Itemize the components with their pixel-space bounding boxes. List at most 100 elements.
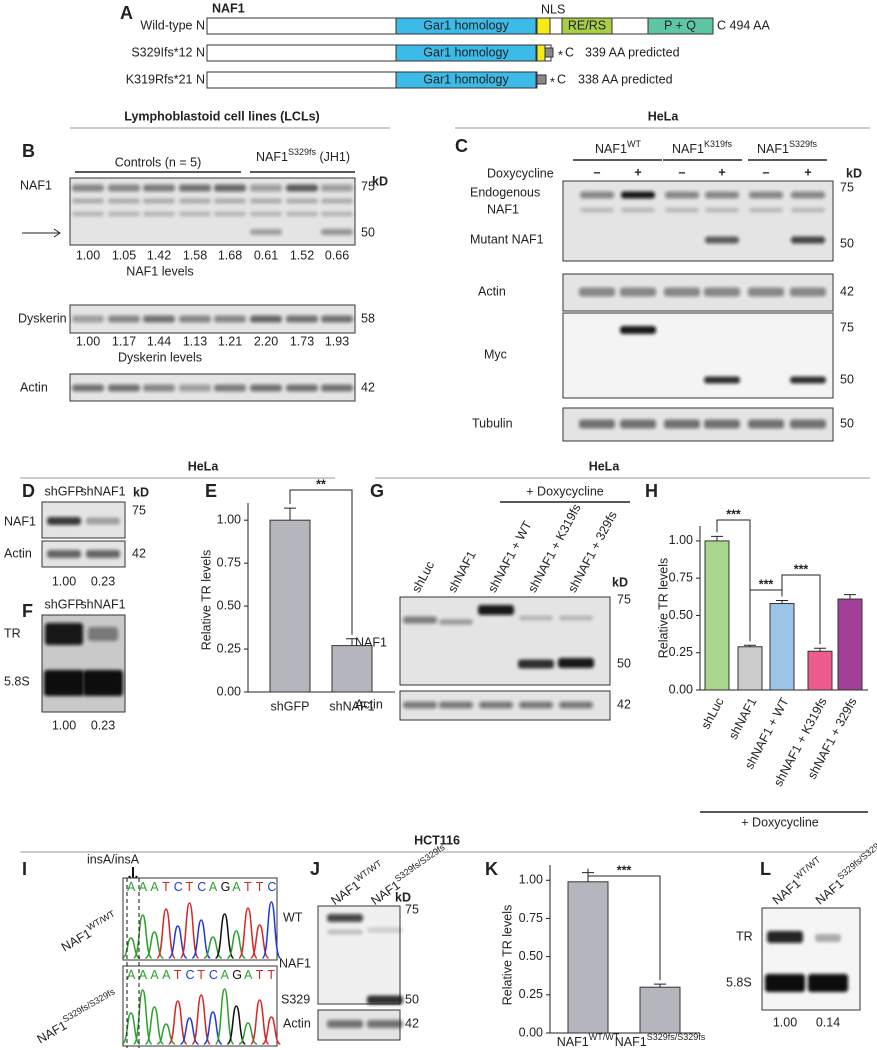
domain-label: P + Q [664,18,696,32]
band [765,974,805,992]
y-tick-label: 0.00 [669,682,693,696]
panel-letter: J [310,859,320,879]
band [791,191,825,199]
base: A [139,968,148,982]
bar [704,540,730,691]
band [559,615,593,621]
level: 1.00 [52,574,76,588]
marker: 50 [840,236,854,250]
error-bar [814,647,826,652]
panel-letter: E [205,481,217,501]
sign: – [679,165,686,179]
stop-marker: * [558,48,563,62]
band [479,701,513,709]
significance-label: ** [316,477,326,491]
panel-letter: B [22,141,35,161]
row-label: NAF1 [20,178,52,192]
trace-peak [132,989,153,1045]
significance-label: *** [759,577,774,591]
trace-peak [214,988,235,1045]
row-label: Tubulin [472,416,513,430]
base: C [186,968,195,982]
level: 0.23 [91,718,115,732]
marker: 42 [840,284,854,298]
band [214,211,246,217]
band [519,701,553,709]
band [47,517,81,525]
band [86,550,120,558]
band [250,211,282,217]
error-bar [711,535,723,541]
level: 1.05 [112,248,136,262]
label-superscript: S329fs [789,139,818,149]
marker: 42 [132,546,146,560]
section-header: HeLa [188,459,220,473]
panel-letter: C [455,136,468,156]
band [108,198,140,204]
section-header: HeLa [648,109,680,123]
band [704,376,740,384]
row-label: NAF1 [487,202,519,216]
sign: – [594,165,601,179]
band [664,419,700,429]
y-tick-label: 0.75 [217,555,241,569]
y-axis-label: Relative TR levels [199,550,213,651]
y-tick-label: 0.75 [519,911,543,925]
band [815,934,841,942]
sign: + [804,165,811,179]
domain-label: Gar1 homology [423,72,509,86]
length-note: 339 AA predicted [585,45,680,59]
kd-label: kD [395,890,411,904]
bar [737,646,763,691]
gar1-domain [395,17,537,35]
marker: 42 [405,1016,419,1030]
band [214,198,246,204]
panel-letter: G [370,481,384,501]
significance-bracket [587,868,661,981]
insertion-label: insA/insA [87,852,140,866]
label: NAF1S329fs [757,139,817,156]
band [143,211,175,217]
marker: 75 [132,503,146,517]
level: 1.00 [76,334,100,348]
trace-peak [249,999,270,1045]
band [143,184,175,192]
row-label: WT [283,910,303,924]
significance-bracket [289,489,353,635]
label-base: NAF1 [595,142,627,156]
base: T [162,880,170,894]
band [621,191,655,199]
group-label: Controls (n = 5) [115,155,202,169]
level: 1.13 [183,334,207,348]
y-tick-label: 0.50 [669,608,693,622]
band [665,191,699,199]
level: 1.68 [218,248,242,262]
band [620,287,656,297]
level: 1.17 [112,334,136,348]
error-bar [284,507,296,521]
band [72,184,104,192]
band [790,376,826,384]
bar [567,881,609,1034]
band [327,929,363,935]
base: C [267,880,276,894]
base: A [127,968,136,982]
band [321,211,353,217]
domain-label: RE/RS [568,18,606,32]
protein-title: NAF1 [212,1,245,15]
label-base: NAF1 [557,1035,589,1049]
row-label: NAF1 [4,514,36,528]
band [767,931,803,943]
trace-peak [179,902,200,959]
band [321,198,353,204]
panel-letter: H [645,481,658,501]
band [620,419,656,429]
row-label: S329 [281,992,310,1006]
base: G [221,880,231,894]
base: T [244,880,252,894]
label: NAF1S329fs/S329fs [811,836,877,907]
band [286,315,318,323]
label-base: NAF1 [672,142,704,156]
kd-label: kD [846,166,862,180]
